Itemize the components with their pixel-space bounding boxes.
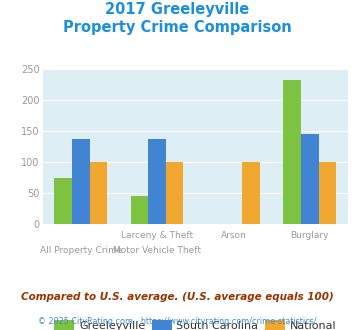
Bar [283, 81, 301, 224]
Bar [242, 162, 260, 224]
Text: Property Crime Comparison: Property Crime Comparison [63, 20, 292, 35]
Text: Larceny & Theft: Larceny & Theft [121, 231, 193, 240]
Bar [318, 162, 336, 224]
Text: Burglary: Burglary [290, 231, 329, 240]
Bar [148, 139, 166, 224]
Text: All Property Crime: All Property Crime [39, 246, 122, 255]
Bar [89, 162, 107, 224]
Bar [131, 196, 148, 224]
Bar [166, 162, 184, 224]
Text: Compared to U.S. average. (U.S. average equals 100): Compared to U.S. average. (U.S. average … [21, 292, 334, 302]
Text: 2017 Greeleyville: 2017 Greeleyville [105, 2, 250, 16]
Text: © 2025 CityRating.com - https://www.cityrating.com/crime-statistics/: © 2025 CityRating.com - https://www.city… [38, 317, 317, 326]
Legend: Greeleyville, South Carolina, National: Greeleyville, South Carolina, National [50, 315, 340, 330]
Bar [72, 139, 89, 224]
Bar [301, 134, 318, 224]
Bar [54, 178, 72, 224]
Text: Motor Vehicle Theft: Motor Vehicle Theft [113, 246, 201, 255]
Text: Arson: Arson [220, 231, 246, 240]
